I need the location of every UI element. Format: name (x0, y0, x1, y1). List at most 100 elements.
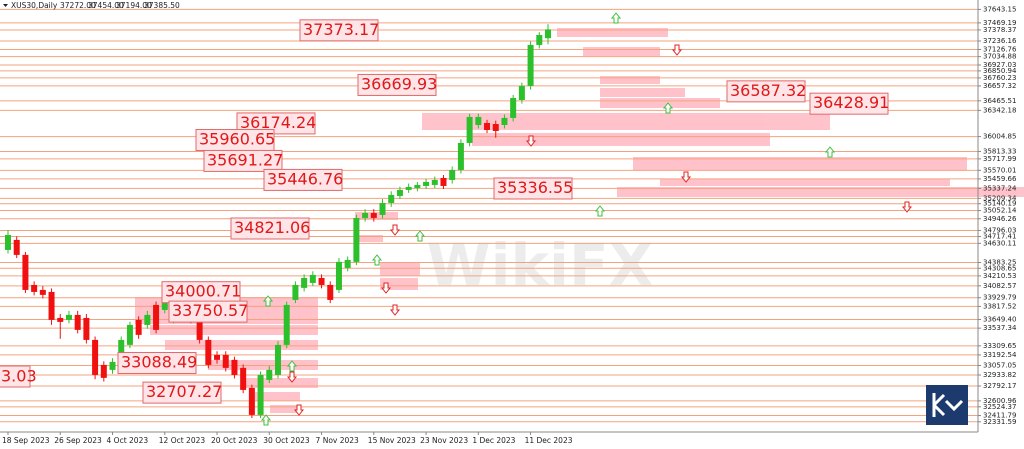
y-tick-label: 35052.14 (983, 207, 1017, 215)
arrow-up (260, 414, 272, 426)
candle-body (196, 314, 203, 340)
y-tick-label: 36760.23 (983, 74, 1016, 82)
candle-body (248, 387, 255, 415)
x-tick-label: 15 Nov 2023 (368, 436, 416, 445)
zone (150, 325, 318, 335)
candle-body (457, 142, 464, 170)
y-tick-label: 36927.03 (983, 61, 1016, 69)
y-tick-label: 36850.94 (983, 67, 1017, 75)
y-tick-label: 37378.37 (983, 26, 1016, 34)
candle-body (370, 212, 377, 218)
y-tick-label: 34308.65 (983, 264, 1016, 272)
annotation-label: 36587.32 (730, 81, 806, 100)
zone (600, 88, 685, 97)
y-tick-label: 33537.34 (983, 324, 1017, 332)
annotation-box (236, 112, 316, 135)
candle-body (222, 354, 229, 368)
candle-body (431, 179, 438, 185)
annotation-box (357, 73, 437, 96)
annotation-label: 35446.76 (267, 169, 343, 188)
y-tick-label: 35140.19 (983, 200, 1016, 208)
y-tick-label: 33192.54 (983, 351, 1017, 359)
arrow-down (680, 171, 692, 183)
arrow-down (380, 282, 392, 294)
arrow-down (901, 201, 913, 213)
y-tick-label: 32331.59 (983, 418, 1016, 426)
logo (926, 385, 968, 425)
y-tick-label: 34946.26 (983, 215, 1017, 223)
candles (5, 24, 551, 419)
arrow-up (262, 295, 274, 307)
arrow-down (389, 304, 401, 316)
candle-body (344, 259, 351, 268)
candle-body (57, 317, 64, 322)
candle-body (545, 29, 551, 39)
arrow-up (662, 102, 674, 114)
annotation-label: 36428.91 (813, 93, 889, 112)
arrow-up (371, 254, 383, 266)
y-tick-label: 37236.16 (983, 37, 1017, 45)
candle-body (379, 202, 386, 215)
y-tick-label: 35570.01 (983, 166, 1016, 174)
annotation-box (299, 19, 379, 42)
arrow-up (610, 12, 622, 24)
zone (557, 28, 668, 37)
arrow-down (525, 135, 537, 147)
y-tick-label: 36342.18 (983, 106, 1016, 114)
x-tick-label: 1 Dec 2023 (472, 436, 515, 445)
zone (355, 235, 383, 242)
ohlc-open: 37272.00 (60, 1, 96, 10)
x-tick-label: 11 Dec 2023 (525, 436, 573, 445)
arrow-up (824, 146, 836, 158)
y-tick-label: 32792.17 (983, 382, 1016, 390)
candle-body (144, 314, 151, 325)
candle-body (388, 194, 395, 203)
candle-body (510, 97, 517, 118)
candle-body (65, 314, 72, 320)
annotation-box (726, 80, 806, 103)
candle-body (518, 85, 525, 101)
candle-body (240, 367, 247, 390)
arrow-down (389, 224, 401, 236)
cut-label-group: 3.03 (0, 365, 37, 388)
candle-body (423, 181, 430, 186)
candle-body (492, 123, 499, 131)
y-tick-label: 32600.96 (983, 397, 1017, 405)
y-tick-label: 37034.88 (983, 53, 1016, 61)
annotation-label: 35960.65 (199, 130, 275, 149)
zone (600, 76, 660, 84)
y-tick-label: 35337.24 (983, 184, 1017, 192)
candle-body (501, 117, 508, 126)
zone (583, 47, 660, 56)
annotation-box (117, 352, 197, 375)
annotation-box (230, 217, 310, 240)
candle-body (405, 186, 412, 190)
candle-body (440, 177, 447, 186)
arrow-up (286, 360, 298, 372)
y-tick-label: 32524.37 (983, 403, 1016, 411)
arrow-up (414, 230, 426, 242)
annotation-box (809, 92, 889, 115)
x-tick-label: 4 Oct 2023 (107, 436, 149, 445)
x-tick-label: 12 Oct 2023 (159, 436, 206, 445)
candle-body (48, 291, 55, 320)
x-tick-label: 30 Oct 2023 (263, 436, 310, 445)
candle-body (292, 284, 299, 300)
candle-body (309, 274, 316, 283)
candle-body (466, 116, 473, 143)
y-tick-label: 34630.11 (983, 239, 1016, 247)
y-tick-label: 32411.79 (983, 412, 1016, 420)
y-tick-label: 33929.79 (983, 294, 1016, 302)
candle-body (74, 314, 81, 330)
ohlc-close: 37385.50 (144, 1, 180, 10)
candle-body (100, 364, 107, 378)
candle-body (214, 354, 221, 360)
zone (600, 98, 720, 108)
candle-body (335, 261, 342, 290)
candle-body (83, 317, 90, 340)
annotation-label: 36669.93 (361, 74, 437, 93)
annotation-label: 33088.49 (121, 353, 197, 372)
